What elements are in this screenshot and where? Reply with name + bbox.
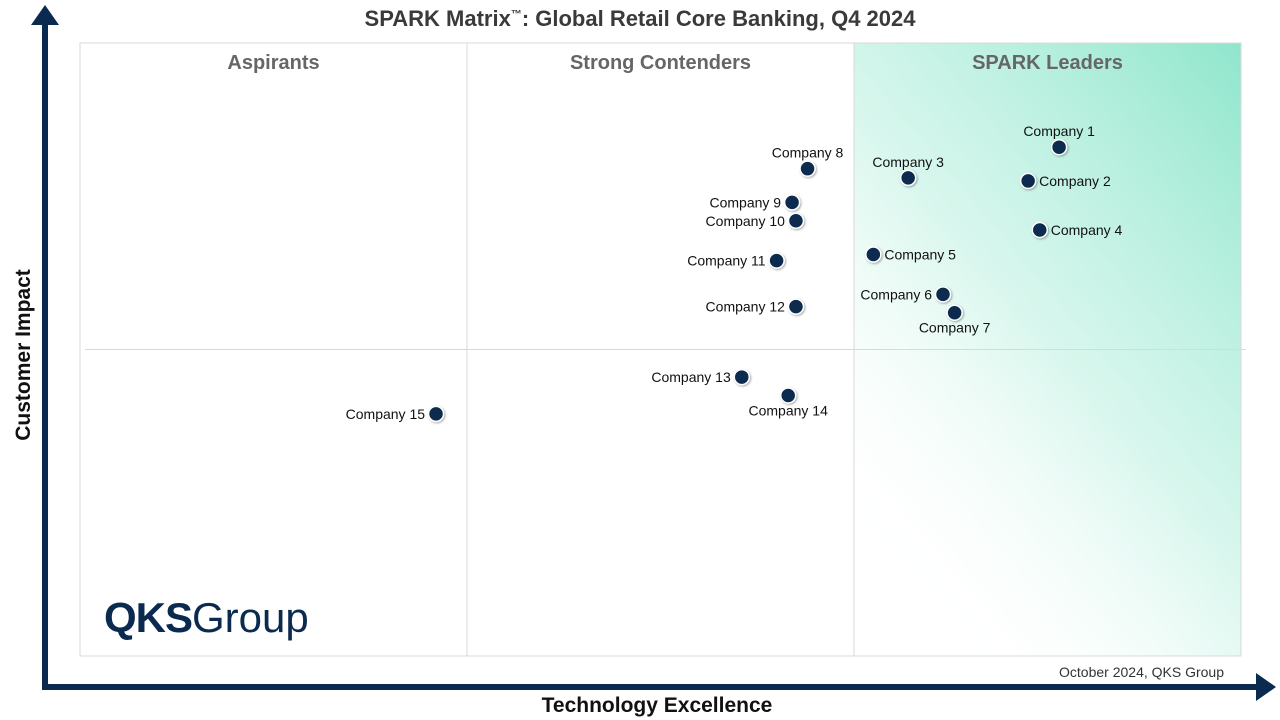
- grid-lines: [85, 43, 1246, 656]
- point-company-7: Company 7: [919, 304, 991, 336]
- point-marker: [899, 169, 917, 187]
- point-company-12: Company 12: [706, 298, 805, 315]
- logo-qks: QKS: [104, 594, 193, 641]
- quadrant-labels: Aspirants Strong Contenders SPARK Leaders: [227, 52, 1123, 74]
- point-label: Company 9: [709, 194, 781, 210]
- point-label: Company 3: [872, 154, 944, 170]
- quadrant-label-strong-contenders: Strong Contenders: [570, 52, 751, 74]
- point-label: Company 5: [884, 246, 956, 262]
- point-marker: [946, 304, 963, 321]
- point-company-9: Company 9: [709, 194, 801, 211]
- point-marker: [787, 212, 805, 230]
- point-label: Company 1: [1023, 123, 1095, 139]
- point-label: Company 4: [1051, 222, 1123, 238]
- point-company-11: Company 11: [687, 252, 785, 269]
- title-rest: : Global Retail Core Banking, Q4 2024: [521, 6, 916, 31]
- point-company-13: Company 13: [651, 368, 751, 386]
- quadrant-label-aspirants: Aspirants: [227, 52, 319, 74]
- qks-group-logo: QKSGroup: [104, 594, 309, 642]
- point-label: Company 14: [749, 402, 829, 418]
- point-company-3: Company 3: [872, 154, 944, 187]
- point-label: Company 7: [919, 320, 991, 336]
- point-label: Company 8: [772, 145, 844, 161]
- chart-title: SPARK Matrix™: Global Retail Core Bankin…: [0, 6, 1280, 32]
- title-main: SPARK Matrix: [364, 6, 511, 31]
- axes: Technology Excellence Customer Impact: [12, 5, 1276, 717]
- point-marker: [768, 252, 785, 269]
- logo-group: Group: [192, 594, 309, 641]
- point-company-1: Company 1: [1023, 123, 1095, 156]
- point-label: Company 11: [687, 253, 766, 269]
- point-label: Company 6: [860, 286, 932, 302]
- footer-note: October 2024, QKS Group: [1059, 664, 1224, 680]
- point-marker: [427, 405, 445, 423]
- point-label: Company 15: [346, 406, 426, 422]
- point-marker: [1031, 221, 1049, 239]
- y-axis-label: Customer Impact: [12, 269, 35, 441]
- point-company-15: Company 15: [346, 405, 445, 423]
- x-axis-label: Technology Excellence: [542, 694, 773, 717]
- point-marker: [1019, 172, 1037, 190]
- point-marker: [779, 387, 797, 404]
- point-company-2: Company 2: [1019, 172, 1111, 190]
- x-axis-arrow-icon: [1256, 673, 1276, 701]
- point-label: Company 2: [1039, 173, 1111, 189]
- point-marker: [1050, 138, 1068, 156]
- point-label: Company 13: [651, 369, 731, 385]
- point-label: Company 12: [706, 299, 786, 315]
- data-points: Company 1 Company 2 Company 3 Company 4 Comp…: [346, 123, 1123, 423]
- point-label: Company 10: [706, 213, 786, 229]
- quadrant-label-spark-leaders: SPARK Leaders: [972, 52, 1123, 74]
- point-marker: [799, 160, 816, 177]
- point-company-5: Company 5: [865, 246, 956, 263]
- point-company-4: Company 4: [1031, 221, 1123, 239]
- point-marker: [787, 298, 805, 315]
- point-marker: [783, 194, 801, 211]
- y-axis-arrow-icon: [31, 5, 59, 25]
- trademark-symbol: ™: [510, 8, 522, 21]
- point-marker: [934, 286, 952, 303]
- point-marker: [865, 246, 882, 263]
- point-company-14: Company 14: [749, 387, 829, 418]
- point-company-10: Company 10: [706, 212, 805, 230]
- point-company-8: Company 8: [772, 145, 844, 177]
- point-marker: [733, 368, 751, 386]
- point-company-6: Company 6: [860, 286, 952, 303]
